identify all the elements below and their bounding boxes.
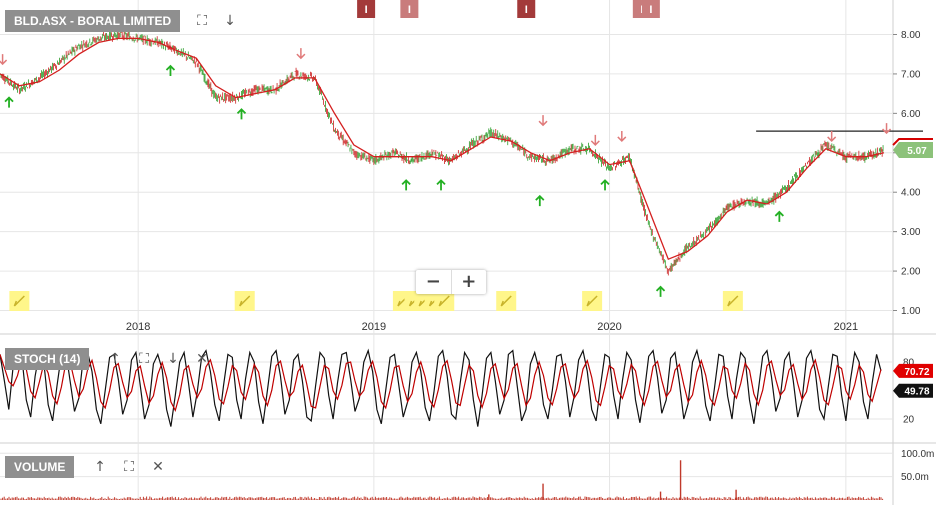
volume-y-tick-label: 100.0m [901, 449, 934, 460]
close-icon[interactable]: ✕ [152, 459, 164, 475]
volume-y-tick-label: 50.0m [901, 472, 929, 483]
close-icon[interactable]: ✕ [196, 351, 208, 367]
buy-signal-arrow [165, 64, 176, 77]
arrow-up-icon[interactable]: ↑ [109, 351, 121, 367]
sell-signal-arrow [617, 130, 627, 143]
stoch-panel-label[interactable]: STOCH (14) [5, 348, 90, 370]
expand-icon[interactable]: ⛶ [139, 351, 149, 367]
zoom-out-button[interactable]: − [425, 271, 441, 292]
stoch-d-line [0, 354, 882, 413]
buy-signal-arrow [4, 96, 14, 108]
pencil-icon [13, 295, 25, 307]
stoch-k-line [0, 348, 882, 427]
last-price-label: 5.07 [907, 146, 927, 157]
stoch-d-badge [893, 383, 933, 398]
stoch-d-value: 49.78 [904, 387, 929, 398]
event-marker [641, 0, 660, 18]
price-y-tick-label: 3.00 [901, 227, 921, 238]
sell-signal-arrow [590, 134, 600, 146]
time-axis-label: 2021 [834, 321, 858, 333]
event-marker-label: I [365, 4, 368, 16]
buy-signal-arrow [774, 210, 784, 222]
expand-icon[interactable]: ⛶ [124, 459, 134, 475]
expand-icon[interactable]: ⛶ [197, 13, 207, 29]
pencil-icon [586, 295, 598, 307]
zoom-in-button[interactable]: + [450, 270, 487, 294]
pencil-icon [500, 295, 512, 307]
last-price-badge [893, 142, 933, 159]
event-marker-label: I [649, 4, 652, 16]
price-y-tick-label: 8.00 [901, 30, 921, 41]
price-y-tick-label: 1.00 [901, 306, 921, 317]
buy-signal-arrow [236, 108, 247, 120]
price-y-tick-label: 2.00 [901, 267, 921, 278]
buy-signal-arrow [655, 285, 666, 297]
sell-signal-arrow [827, 130, 837, 143]
price-panel-label[interactable]: BLD.ASX - BORAL LIMITED [5, 10, 181, 32]
pencil-icon [727, 295, 739, 307]
sell-signal-arrow [296, 48, 306, 60]
price-candles [0, 28, 884, 276]
buy-signal-arrow [535, 194, 545, 207]
buy-signal-arrow [600, 179, 610, 191]
event-marker-label: I [640, 4, 643, 16]
stoch-y-tick-label: 20 [903, 415, 915, 426]
arrow-up-icon[interactable]: ↑ [94, 459, 106, 475]
zoom-control: − + [416, 270, 486, 294]
volume-bars [0, 496, 884, 500]
pencil-icon [239, 295, 251, 307]
event-marker-label: I [408, 4, 411, 16]
pencil-icon [438, 295, 450, 307]
time-axis-label: 2020 [597, 321, 621, 333]
volume-panel-label[interactable]: VOLUME [5, 456, 75, 478]
event-marker [517, 0, 536, 18]
price-moving-average-line [0, 37, 885, 261]
resistance-badge-edge [892, 138, 933, 146]
stoch-y-tick-label: 80 [903, 358, 915, 369]
time-axis-label: 2019 [362, 321, 386, 333]
stoch-k-badge [893, 363, 933, 378]
event-marker [357, 0, 376, 18]
event-marker-label: I [525, 4, 528, 16]
buy-signal-arrow [436, 179, 446, 191]
price-y-tick-label: 7.00 [901, 69, 921, 80]
arrow-down-icon[interactable]: ↓ [224, 13, 236, 29]
time-axis-label: 2018 [126, 321, 150, 333]
price-y-tick-label: 4.00 [901, 188, 921, 199]
sell-signal-arrow [0, 54, 8, 66]
price-y-tick-label: 6.00 [901, 109, 921, 120]
sell-signal-arrow [882, 123, 892, 135]
stoch-k-value: 70.72 [904, 367, 929, 378]
buy-signal-arrow [401, 179, 411, 191]
arrow-down-icon[interactable]: ↓ [167, 351, 179, 367]
sell-signal-arrow [538, 115, 548, 127]
event-marker [400, 0, 419, 18]
